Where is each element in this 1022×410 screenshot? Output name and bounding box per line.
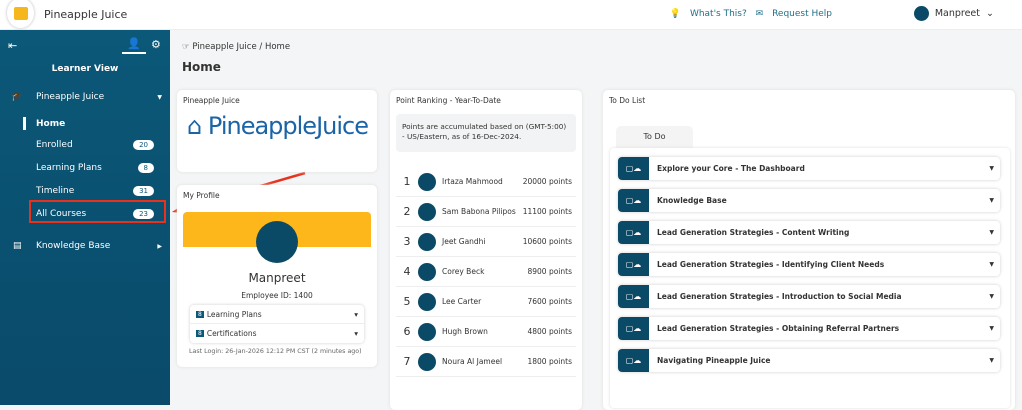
ranking-row: 7 Noura Al Jameel 1800 points (396, 347, 576, 377)
course-type-icon: ▢☁ (618, 317, 649, 340)
avatar (418, 232, 436, 251)
todo-card: To Do List To Do ▢☁ Explore your Core - T… (603, 90, 1015, 410)
sidebar-section-pineapple[interactable]: 🎓 Pineapple Juice ▼ (11, 92, 162, 102)
sidebar-section-knowledge-base[interactable]: ▤ Knowledge Base ▶ (13, 241, 162, 251)
todo-item[interactable]: ▢☁ Knowledge Base ▼ (618, 189, 1000, 212)
todo-item[interactable]: ▢☁ Navigating Pineapple Juice ▼ (618, 349, 1000, 372)
request-help-link[interactable]: ✉ Request Help (755, 9, 832, 19)
course-type-icon: ▢☁ (618, 221, 649, 244)
user-menu[interactable]: Manpreet ⌄ (913, 6, 994, 21)
caret-down-icon[interactable]: ▼ (989, 197, 994, 204)
sidebar-item-timeline[interactable]: Timeline 31 (0, 186, 170, 196)
sidebar-item-enrolled[interactable]: Enrolled 20 (0, 140, 170, 150)
ranking-row: 4 Corey Beck 8900 points (396, 257, 576, 287)
ranking-row: 1 Irtaza Mahmood 20000 points (396, 167, 576, 197)
avatar (418, 352, 436, 371)
todo-item[interactable]: ▢☁ Explore your Core - The Dashboard ▼ (618, 157, 1000, 180)
profile-avatar (256, 221, 298, 263)
caret-down-icon[interactable]: ▼ (989, 165, 994, 172)
ranking-row: 2 Sam Babona Pilipos 11100 points (396, 197, 576, 227)
breadcrumb: ☞ Pineapple Juice / Home (182, 42, 291, 52)
course-type-icon: ▢☁ (618, 157, 649, 180)
book-icon: ▤ (13, 241, 22, 251)
highlight-box (29, 200, 166, 223)
collapse-icon[interactable]: ⇤ (8, 39, 18, 52)
logo-card: Pineapple Juice ⌂ PineappleJuice (177, 90, 377, 172)
user-icon[interactable]: 👤 (122, 37, 146, 54)
todo-item[interactable]: ▢☁ Lead Generation Strategies - Introduct… (618, 285, 1000, 308)
gear-icon[interactable]: ⚙ (151, 38, 161, 51)
ranking-row: 3 Jeet Gandhi 10600 points (396, 227, 576, 257)
app-title: Pineapple Juice (44, 8, 128, 21)
sidebar-item-home[interactable]: Home (0, 117, 170, 130)
caret-down-icon[interactable]: ▼ (989, 261, 994, 268)
certifications-dropdown[interactable]: 8 Certifications ▾ (196, 329, 358, 338)
ranking-card: Point Ranking - Year-To-Date Points are … (390, 90, 582, 410)
todo-item[interactable]: ▢☁ Lead Generation Strategies - Content W… (618, 221, 1000, 244)
caret-down-icon[interactable]: ▼ (989, 293, 994, 300)
course-type-icon: ▢☁ (618, 253, 649, 276)
app-logo[interactable] (7, 0, 34, 28)
sidebar: ⇤ 👤 ⚙ Learner View 🎓 Pineapple Juice ▼ Hom… (0, 30, 170, 405)
avatar (418, 262, 436, 281)
todo-item[interactable]: ▢☁ Lead Generation Strategies - Identifyi… (618, 253, 1000, 276)
learning-plans-dropdown[interactable]: 8 Learning Plans ▾ (190, 305, 364, 324)
course-type-icon: ▢☁ (618, 189, 649, 212)
avatar (418, 202, 436, 221)
course-type-icon: ▢☁ (618, 285, 649, 308)
caret-down-icon[interactable]: ▼ (989, 357, 994, 364)
header: Pineapple Juice 💡 What's This? ✉ Request… (0, 0, 1022, 30)
whats-this-link[interactable]: 💡 What's This? (669, 9, 747, 19)
sidebar-item-learning-plans[interactable]: Learning Plans 8 (0, 163, 170, 173)
ranking-row: 5 Lee Carter 7600 points (396, 287, 576, 317)
graduation-cap-icon: 🎓 (11, 92, 23, 102)
course-type-icon: ▢☁ (618, 349, 649, 372)
page-title: Home (182, 60, 221, 74)
avatar (418, 292, 436, 311)
view-label: Learner View (51, 64, 119, 74)
avatar (418, 322, 436, 341)
avatar (913, 6, 929, 21)
sidebar-item-all-courses[interactable]: All Courses 23 (0, 209, 170, 219)
caret-down-icon[interactable]: ▼ (989, 325, 994, 332)
pineapple-juice-logo: ⌂ PineappleJuice (187, 112, 369, 140)
caret-down-icon[interactable]: ▼ (989, 229, 994, 236)
avatar (418, 172, 436, 191)
tab-to-do[interactable]: To Do (616, 126, 693, 148)
todo-item[interactable]: ▢☁ Lead Generation Strategies - Obtaining… (618, 317, 1000, 340)
ranking-row: 6 Hugh Brown 4800 points (396, 317, 576, 347)
